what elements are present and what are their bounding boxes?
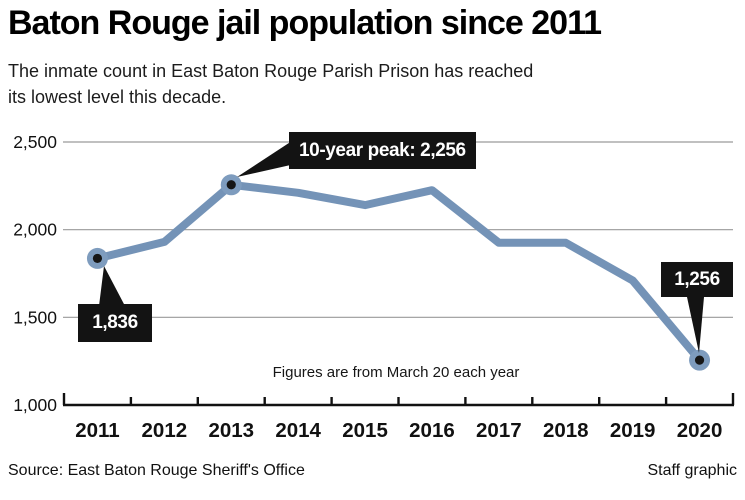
ytick-label: 1,000 xyxy=(13,395,57,415)
subtitle-line-2: its lowest level this decade. xyxy=(8,87,227,107)
trend-polyline xyxy=(93,180,704,365)
data-point-dot xyxy=(92,253,103,264)
year-label: 2014 xyxy=(275,419,321,442)
population-trend-line xyxy=(93,180,704,365)
chart-title: Baton Rouge jail population since 2011 xyxy=(8,4,602,42)
year-label: 2013 xyxy=(208,419,254,442)
x-axis-labels: 2011 2012 2013 2014 2015 2016 2017 2018 2019 2020 xyxy=(75,419,722,442)
callout-pointer-start xyxy=(99,266,125,306)
staff-graphic-credit: Staff graphic xyxy=(647,462,737,479)
x-axis xyxy=(62,393,735,407)
source-credit: Source: East Baton Rouge Sheriff's Offic… xyxy=(8,462,305,479)
chart-footnote: Figures are from March 20 each year xyxy=(272,364,520,381)
chart-subtitle: The inmate count in East Baton Rouge Par… xyxy=(8,58,533,110)
callout-pointer-peak xyxy=(237,139,295,177)
year-label: 2018 xyxy=(543,419,589,442)
year-label: 2011 xyxy=(75,419,119,442)
year-label: 2017 xyxy=(476,419,522,442)
data-point-dot xyxy=(226,180,236,190)
ytick-label: 1,500 xyxy=(13,307,57,327)
year-label: 2012 xyxy=(142,419,188,442)
y-axis-labels: 1,000 1,500 2,000 2,500 xyxy=(13,132,57,415)
callout-pointer-end xyxy=(687,297,704,353)
ytick-label: 2,000 xyxy=(13,220,57,240)
callout-2011-value: 1,836 xyxy=(78,304,152,342)
year-label: 2016 xyxy=(409,419,455,442)
callout-pointers xyxy=(99,139,704,353)
callout-2020-value: 1,256 xyxy=(661,262,733,297)
year-label: 2020 xyxy=(677,419,723,442)
ytick-label: 2,500 xyxy=(13,132,57,152)
subtitle-line-1: The inmate count in East Baton Rouge Par… xyxy=(8,61,534,81)
data-point-markers xyxy=(86,174,711,371)
data-point-dot xyxy=(694,355,705,365)
callout-10-year-peak: 10-year peak: 2,256 xyxy=(289,132,476,169)
year-label: 2015 xyxy=(342,419,388,442)
year-label: 2019 xyxy=(610,419,656,442)
